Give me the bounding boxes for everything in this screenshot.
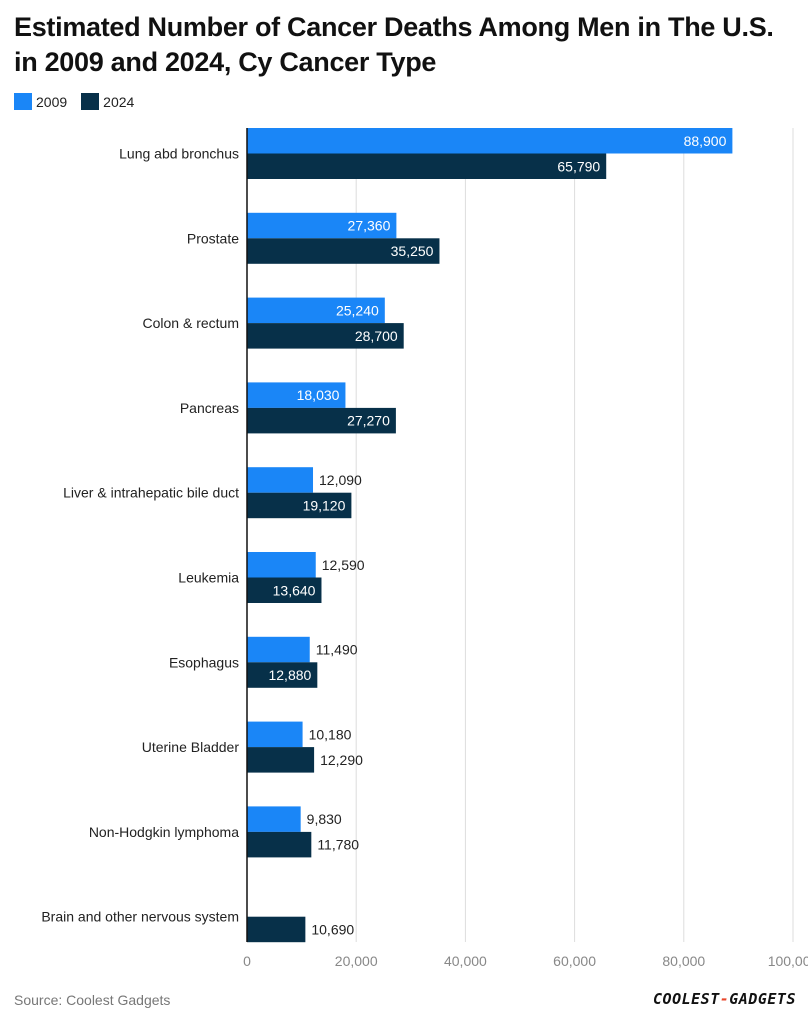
bar-2009 bbox=[247, 382, 346, 408]
bar-2024 bbox=[247, 831, 312, 858]
data-label-2024: 11,780 bbox=[317, 837, 359, 853]
data-label-2024: 65,790 bbox=[557, 158, 600, 174]
x-tick-label: 80,000 bbox=[662, 953, 705, 969]
legend: 2009 2024 bbox=[14, 93, 148, 110]
legend-item-2024: 2024 bbox=[81, 93, 134, 110]
brand-logo-dash: - bbox=[719, 990, 730, 1008]
x-tick-label: 20,000 bbox=[335, 953, 378, 969]
legend-label-2009: 2009 bbox=[36, 93, 68, 110]
data-label-2024: 19,120 bbox=[303, 497, 346, 513]
data-label-2024: 13,640 bbox=[273, 582, 316, 598]
legend-swatch-2009 bbox=[14, 93, 32, 110]
data-label-2024: 35,250 bbox=[391, 243, 434, 259]
category-label: Brain and other nervous system bbox=[41, 909, 239, 925]
brand-logo-left: COOLEST bbox=[653, 990, 720, 1008]
data-label-2009: 9,830 bbox=[307, 811, 342, 827]
category-label: Liver & intrahepatic bile duct bbox=[63, 485, 239, 501]
bar-2009 bbox=[247, 467, 314, 493]
category-label: Non-Hodgkin lymphoma bbox=[89, 824, 239, 840]
x-tick-label: 60,000 bbox=[553, 953, 596, 969]
data-label-2009: 27,360 bbox=[348, 218, 391, 234]
legend-swatch-2024 bbox=[81, 93, 100, 110]
bar-chart: 0 20,000 40,000 60,000 80,000 100,000 Lung abd… bbox=[41, 128, 808, 969]
data-label-2009: 25,240 bbox=[336, 302, 379, 318]
category-label: Prostate bbox=[187, 230, 239, 246]
brand-logo-right: GADGETS bbox=[729, 990, 796, 1008]
brand-logo: COOLEST-GADGETS bbox=[653, 990, 796, 1008]
category-label: Colon & rectum bbox=[143, 315, 239, 331]
data-label-2024: 28,700 bbox=[355, 328, 398, 344]
data-label-2009: 11,490 bbox=[316, 642, 358, 658]
category-label: Leukemia bbox=[178, 570, 239, 586]
bar-2024 bbox=[247, 238, 440, 264]
x-tick-label: 40,000 bbox=[444, 953, 487, 969]
bar-2009 bbox=[247, 297, 385, 324]
bar-2024 bbox=[247, 323, 404, 349]
legend-label-2024: 2024 bbox=[103, 93, 135, 110]
data-label-2024: 27,270 bbox=[347, 413, 390, 429]
category-label: Lung abd bronchus bbox=[119, 146, 239, 162]
category-label: Pancreas bbox=[180, 400, 239, 416]
bar-2024 bbox=[247, 407, 396, 434]
data-label-2009: 18,030 bbox=[297, 387, 340, 403]
bar-2009 bbox=[247, 212, 397, 239]
x-tick-label: 100,000 bbox=[768, 953, 808, 969]
bar-2024 bbox=[247, 492, 352, 519]
data-label-2024: 10,690 bbox=[311, 921, 354, 937]
bar-2009 bbox=[247, 636, 310, 663]
legend-item-2009: 2009 bbox=[14, 93, 67, 110]
bar-2024 bbox=[247, 153, 607, 179]
data-label-2009: 10,180 bbox=[309, 726, 352, 742]
bar-2009 bbox=[247, 721, 303, 748]
category-label: Esophagus bbox=[169, 654, 239, 670]
data-label-2009: 12,590 bbox=[322, 557, 365, 573]
bar-2024 bbox=[247, 916, 306, 943]
source-note: Source: Coolest Gadgets bbox=[14, 992, 171, 1008]
data-label-2009: 88,900 bbox=[684, 133, 727, 149]
bar-2024 bbox=[247, 577, 322, 603]
bar-2009 bbox=[247, 552, 316, 578]
bar-2009 bbox=[247, 806, 301, 832]
bar-2024 bbox=[247, 747, 315, 773]
bar-2009 bbox=[247, 128, 733, 154]
data-label-2024: 12,880 bbox=[268, 667, 311, 683]
category-label: Uterine Bladder bbox=[142, 739, 240, 755]
bar-2024 bbox=[247, 662, 318, 688]
x-tick-label: 0 bbox=[243, 953, 251, 969]
data-label-2024: 12,290 bbox=[320, 752, 363, 768]
data-label-2009: 12,090 bbox=[319, 472, 362, 488]
chart-title: Estimated Number of Cancer Deaths Among … bbox=[14, 12, 774, 77]
